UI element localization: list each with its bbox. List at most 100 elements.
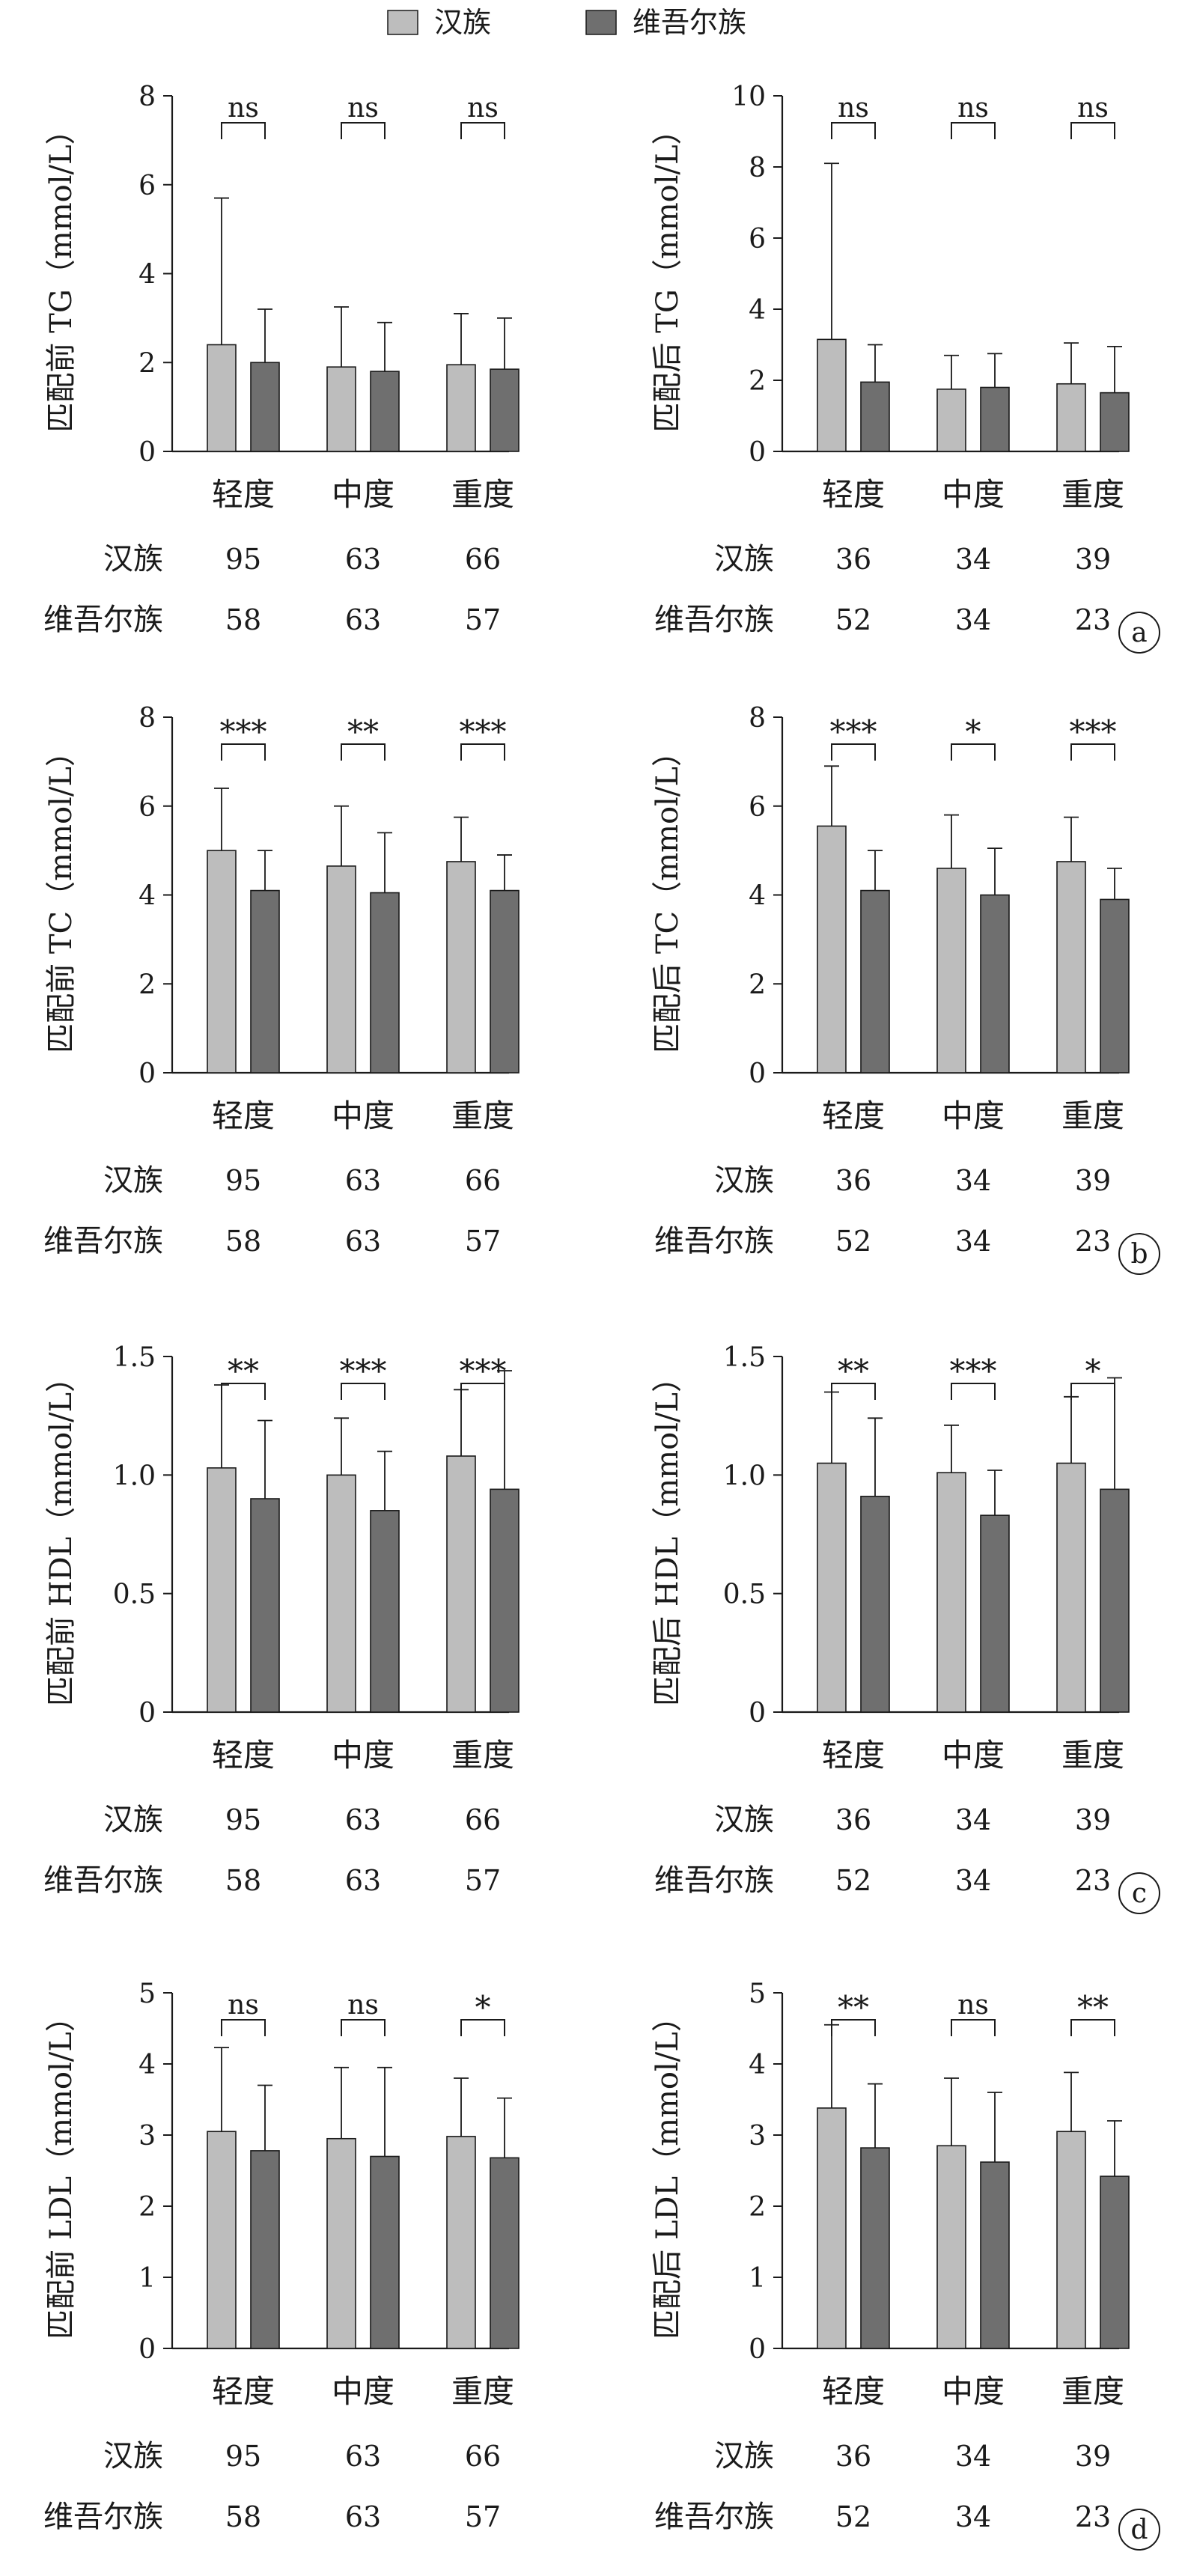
y-tick-label: 6 [138, 171, 156, 201]
bar-uyghur [250, 1498, 280, 1713]
bar-han [1056, 2131, 1086, 2349]
count-row-label-han: 汉族 [103, 1803, 163, 1837]
category-label: 中度 [332, 476, 394, 513]
count-uyghur: 63 [345, 2500, 381, 2533]
count-uyghur: 34 [955, 2500, 991, 2533]
legend-swatch-uyghur [585, 10, 617, 35]
significance-label: *** [340, 1353, 387, 1389]
bar-uyghur [860, 2147, 890, 2349]
count-han: 34 [955, 543, 991, 576]
category-label: 中度 [942, 476, 1005, 513]
bar-han [207, 850, 237, 1074]
bar-uyghur [370, 892, 400, 1074]
y-tick-label: 5 [749, 1979, 766, 2009]
count-han: 36 [835, 1803, 871, 1836]
category-label: 重度 [451, 476, 514, 513]
bar-uyghur [370, 2155, 400, 2349]
category-label: 轻度 [212, 1737, 275, 1773]
count-uyghur: 23 [1075, 2500, 1111, 2533]
count-han: 34 [955, 1803, 991, 1836]
category-label: 轻度 [212, 2373, 275, 2410]
count-row-label-han: 汉族 [714, 1163, 774, 1198]
significance-bracket [1070, 1383, 1115, 1400]
y-tick-label: 3 [749, 2121, 766, 2152]
category-label: 轻度 [212, 1097, 275, 1134]
significance-bracket [1070, 2019, 1115, 2036]
significance-bracket [1070, 122, 1115, 139]
category-label: 中度 [332, 2373, 394, 2410]
count-row-label-uyghur: 维吾尔族 [43, 2500, 163, 2534]
y-axis-title: 匹配后 LDL（mmol/L） [651, 2002, 685, 2339]
y-axis-title: 匹配前 LDL（mmol/L） [44, 2002, 79, 2339]
category-label: 重度 [1061, 476, 1124, 513]
count-uyghur: 23 [1075, 1864, 1111, 1897]
panel-letter: b [1130, 1239, 1148, 1270]
count-uyghur: 57 [465, 1864, 501, 1897]
y-tick-label: 2 [749, 969, 766, 1000]
y-tick-label: 0 [138, 2334, 156, 2365]
y-tick-label: 2 [749, 366, 766, 397]
count-row-label-uyghur: 维吾尔族 [654, 1224, 774, 1258]
y-tick-label: 8 [138, 82, 156, 112]
bar-uyghur [1100, 392, 1130, 452]
significance-label: *** [950, 1353, 997, 1389]
y-tick-label: 1.0 [113, 1461, 156, 1491]
significance-bracket [341, 1383, 386, 1400]
bar-uyghur [490, 2157, 520, 2349]
y-tick-label: 3 [138, 2121, 156, 2152]
panel-letter-c: c [1118, 1872, 1160, 1914]
bar-uyghur [860, 1496, 890, 1713]
significance-bracket [831, 743, 876, 761]
category-label: 中度 [942, 2373, 1005, 2410]
significance-label: * [1085, 1353, 1101, 1389]
bar-uyghur [1100, 2175, 1130, 2349]
bar-uyghur [980, 2161, 1010, 2349]
count-han: 39 [1075, 543, 1111, 576]
significance-label: ** [228, 1353, 259, 1389]
bar-uyghur [490, 1488, 520, 1713]
bar-han [446, 2136, 476, 2349]
count-han: 95 [225, 2440, 261, 2473]
significance-bracket [951, 1383, 996, 1400]
y-tick-label: 2 [138, 2192, 156, 2223]
panel-letter: a [1131, 618, 1147, 648]
y-tick-label: 6 [749, 792, 766, 823]
significance-bracket [831, 122, 876, 139]
category-label: 中度 [942, 1097, 1005, 1134]
bar-uyghur [980, 1514, 1010, 1713]
y-tick-label: 4 [138, 2050, 156, 2080]
count-uyghur: 57 [465, 2500, 501, 2533]
significance-label: *** [830, 713, 877, 750]
significance-label: ns [347, 93, 379, 124]
count-uyghur: 58 [225, 2500, 261, 2533]
significance-bracket [221, 122, 266, 139]
y-tick-label: 8 [749, 703, 766, 734]
chart-4: 0 2 4 6 8 匹配后 TC（mmol/L） *** 轻度 36 52 * 中度 34 34 *** 重度… [651, 703, 1130, 1258]
significance-label: ns [1077, 93, 1109, 124]
panel-letter-b: b [1118, 1233, 1160, 1275]
bar-han [326, 865, 356, 1074]
significance-label: ns [347, 1990, 379, 2021]
count-uyghur: 58 [225, 1864, 261, 1897]
y-tick-label: 10 [731, 82, 766, 112]
panel-letter-circle [1118, 1233, 1160, 1275]
count-row-label-han: 汉族 [103, 2439, 163, 2473]
bar-han [1056, 383, 1086, 452]
count-row-label-uyghur: 维吾尔族 [654, 603, 774, 637]
significance-bracket [831, 1383, 876, 1400]
significance-bracket [221, 2019, 266, 2036]
y-tick-label: 0.5 [113, 1580, 156, 1610]
significance-bracket [460, 122, 505, 139]
count-uyghur: 23 [1075, 603, 1111, 636]
category-label: 重度 [1061, 1097, 1124, 1134]
count-han: 66 [465, 543, 501, 576]
significance-label: ns [957, 93, 989, 124]
count-han: 34 [955, 2440, 991, 2473]
y-tick-label: 4 [749, 881, 766, 912]
bar-uyghur [980, 386, 1010, 452]
significance-label: ns [838, 93, 869, 124]
bar-han [207, 344, 237, 452]
bar-han [446, 861, 476, 1074]
